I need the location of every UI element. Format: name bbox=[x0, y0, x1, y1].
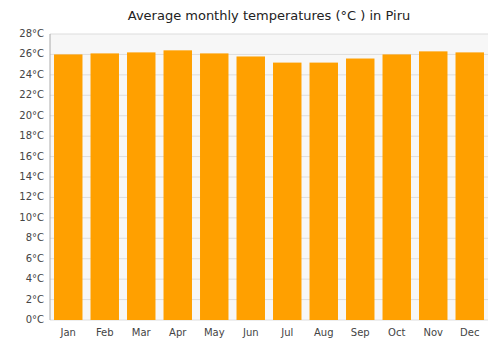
y-tick-label: 2°C bbox=[26, 294, 44, 305]
plot-background bbox=[50, 34, 488, 320]
page: {"chart_data": {"type": "bar", "title": … bbox=[0, 0, 500, 350]
y-axis-line bbox=[50, 34, 51, 320]
bar bbox=[419, 51, 447, 320]
bar bbox=[383, 54, 411, 320]
chart: 0°C 2°C 4°C 6°C 8°C 10°C 12°C 14°C 16°C 18°C 20°C 2… bbox=[0, 0, 500, 350]
x-tick-label: Jul bbox=[280, 327, 293, 338]
bar bbox=[164, 50, 192, 320]
y-axis: 0°C 2°C 4°C 6°C 8°C 10°C 12°C 14°C 16°C 18°C 20°C 2… bbox=[19, 28, 488, 325]
y-tick-label: 26°C bbox=[19, 48, 44, 59]
bar bbox=[273, 63, 301, 320]
bar bbox=[237, 56, 265, 320]
bar bbox=[91, 53, 119, 320]
y-tick-label: 14°C bbox=[19, 171, 44, 182]
bar bbox=[200, 53, 228, 320]
x-axis: Jan Feb Mar Apr May Jun Jul Aug Sep Oct Nov Dec bbox=[60, 327, 480, 338]
y-tick-label: 28°C bbox=[19, 28, 44, 39]
y-tick-label: 4°C bbox=[26, 273, 44, 284]
y-tick-label: 6°C bbox=[26, 253, 44, 264]
bars bbox=[54, 50, 484, 320]
x-tick-label: Sep bbox=[351, 327, 370, 338]
grid-line bbox=[50, 34, 488, 35]
x-tick-label: Aug bbox=[314, 327, 334, 338]
x-tick-label: Dec bbox=[460, 327, 479, 338]
x-tick-label: Apr bbox=[169, 327, 187, 338]
y-tick-label: 22°C bbox=[19, 89, 44, 100]
bar bbox=[346, 59, 374, 320]
x-tick-label: Jan bbox=[60, 327, 76, 338]
bar bbox=[310, 63, 338, 320]
bar bbox=[127, 52, 155, 320]
y-tick-label: 0°C bbox=[26, 314, 44, 325]
chart-container: 0°C 2°C 4°C 6°C 8°C 10°C 12°C 14°C 16°C 18°C 20°C 2… bbox=[0, 0, 500, 350]
y-tick-label: 8°C bbox=[26, 232, 44, 243]
x-tick-label: Feb bbox=[96, 327, 114, 338]
y-tick-label: 12°C bbox=[19, 191, 44, 202]
title: Average monthly temperatures (°C ) in Pi… bbox=[128, 8, 410, 23]
x-tick-label: Mar bbox=[132, 327, 152, 338]
y-tick-label: 18°C bbox=[19, 130, 44, 141]
y-tick-label: 10°C bbox=[19, 212, 44, 223]
bar bbox=[54, 54, 82, 320]
x-tick-label: Nov bbox=[423, 327, 443, 338]
y-tick-label: 16°C bbox=[19, 151, 44, 162]
x-tick-label: Jun bbox=[242, 327, 259, 338]
x-tick-label: May bbox=[204, 327, 225, 338]
y-tick-label: 24°C bbox=[19, 69, 44, 80]
x-tick-label: Oct bbox=[388, 327, 405, 338]
bar bbox=[456, 52, 484, 320]
y-tick-label: 20°C bbox=[19, 110, 44, 121]
